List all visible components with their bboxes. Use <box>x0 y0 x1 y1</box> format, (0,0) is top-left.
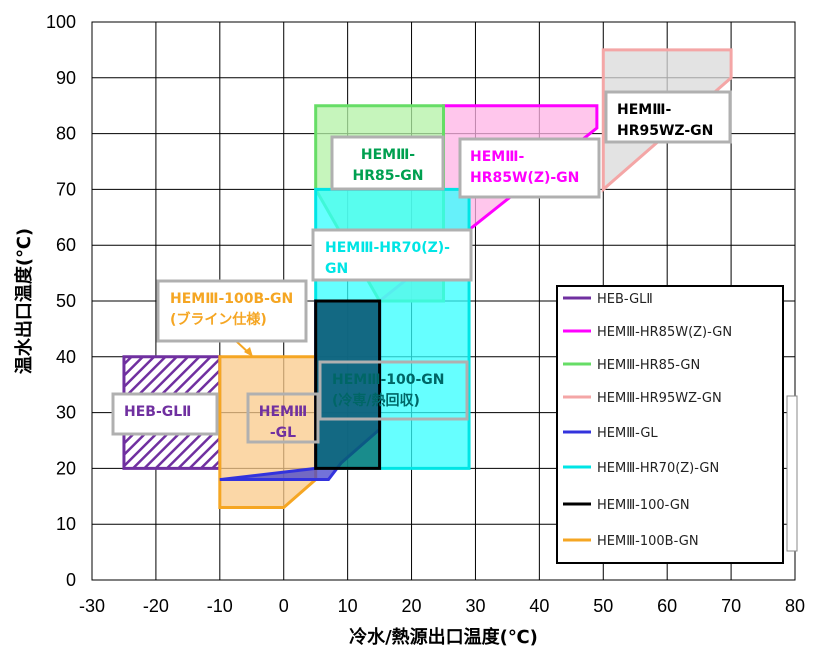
callout-text-3: HEMⅢ- <box>361 147 415 163</box>
callout-text-2: HEMⅢ-100B-GN <box>170 291 293 307</box>
x-tick-label: 80 <box>785 596 805 616</box>
callout-box-6 <box>311 228 473 282</box>
annotations: HEB-GLⅡ HEMⅢ-GLHEMⅢ-100B-GN(ブライン仕様)HEMⅢ-H… <box>111 90 732 444</box>
callout-text-6: HEMⅢ-HR70(Z)- <box>325 240 450 256</box>
y-tick-label: 40 <box>56 347 76 367</box>
x-tick-label: 10 <box>338 596 358 616</box>
legend-label-5: HEMⅢ-HR70(Z)-GN <box>597 461 719 476</box>
callout-text-2: (ブライン仕様) <box>170 311 267 328</box>
x-tick-label: 30 <box>465 596 485 616</box>
callout-box-7 <box>318 360 469 421</box>
plot-frame <box>91 21 796 581</box>
legend-label-0: HEB-GLⅡ <box>597 292 653 307</box>
callout-text-4: HEMⅢ- <box>470 149 524 165</box>
legend-label-7: HEMⅢ-100B-GN <box>597 534 699 549</box>
y-tick-label: 60 <box>56 235 76 255</box>
callout-box-1 <box>246 392 320 444</box>
callout-box-4 <box>458 137 601 199</box>
callout-text-1: -GL <box>270 425 296 441</box>
x-tick-label: 40 <box>529 596 549 616</box>
callout-text-3: HR85-GN <box>353 168 424 184</box>
callout-box-0 <box>111 392 219 436</box>
y-tick-label: 80 <box>56 124 76 144</box>
callout-text-4: HR85W(Z)-GN <box>470 170 579 186</box>
x-tick-label: 20 <box>402 596 422 616</box>
y-tick-label: 30 <box>56 403 76 423</box>
y-tick-label: 100 <box>46 12 76 32</box>
series-region-7 <box>218 355 318 509</box>
legend-label-2: HEMⅢ-HR85-GN <box>597 358 700 373</box>
x-tick-label: -30 <box>79 596 105 616</box>
callout-text-5: HEMⅢ- <box>617 102 671 118</box>
callout-text-1: HEMⅢ <box>259 404 307 420</box>
callout-text-7: (冷専/熱回収) <box>332 392 420 409</box>
x-tick-label: 50 <box>593 596 613 616</box>
x-tick-label: -10 <box>207 596 233 616</box>
callout-text-6: GN <box>325 261 348 277</box>
x-tick-label: 0 <box>279 596 289 616</box>
series-region-6 <box>314 299 382 470</box>
legend-box <box>556 285 784 564</box>
callout-pointer-head <box>244 347 253 357</box>
y-axis-label: 温水出口温度(℃) <box>13 228 35 374</box>
x-tick-label: 70 <box>721 596 741 616</box>
x-tick-label: 60 <box>657 596 677 616</box>
x-axis-label: 冷水/熱源出口温度(℃) <box>349 626 538 648</box>
y-tick-label: 0 <box>66 570 76 590</box>
callout-text-0: HEB-GLⅡ <box>124 404 191 420</box>
axes: -30 -20 -10 0 10 20 30 40 50 60 70 80 0 10 20 30 40 50 60 7… <box>13 12 805 648</box>
y-tick-label: 10 <box>56 514 76 534</box>
y-tick-label: 50 <box>56 291 76 311</box>
y-tick-label: 70 <box>56 179 76 199</box>
callout-box-3 <box>330 135 445 191</box>
legend: HEB-GLⅡ HEMⅢ-HR85W(Z)-GN HEMⅢ-HR85-GN HEMⅢ-… <box>556 285 798 564</box>
callout-text-7: HEMⅢ-100-GN <box>332 372 445 388</box>
y-tick-label: 90 <box>56 68 76 88</box>
x-tick-label: -20 <box>143 596 169 616</box>
callout-box-5 <box>604 90 732 144</box>
callout-text-5: HR95WZ-GN <box>617 123 713 139</box>
callout-box-2 <box>156 279 308 343</box>
y-tick-label: 20 <box>56 458 76 478</box>
legend-label-6: HEMⅢ-100-GN <box>597 498 690 513</box>
legend-shadow <box>786 395 798 552</box>
legend-label-3: HEMⅢ-HR95WZ-GN <box>597 391 722 406</box>
legend-label-4: HEMⅢ-GL <box>597 426 658 441</box>
legend-label-1: HEMⅢ-HR85W(Z)-GN <box>597 325 732 340</box>
